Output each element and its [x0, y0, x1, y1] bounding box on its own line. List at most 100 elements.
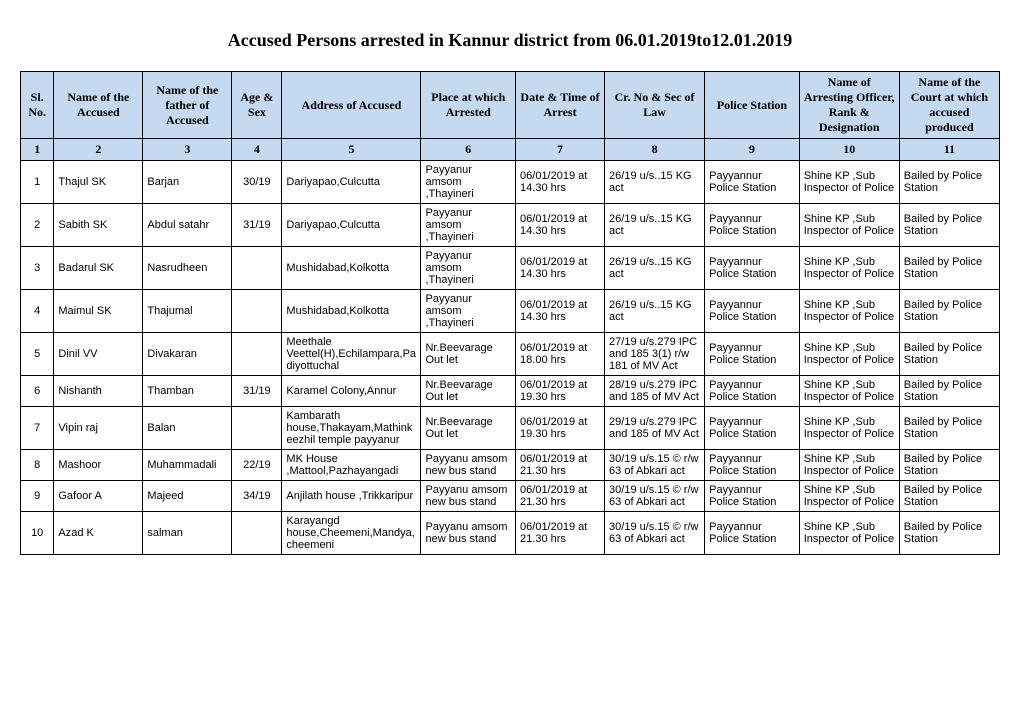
- table-cell: Barjan: [143, 161, 232, 204]
- table-cell: Thajumal: [143, 290, 232, 333]
- col-number: 4: [232, 139, 282, 161]
- table-cell: 06/01/2019 at 19.30 hrs: [516, 407, 605, 450]
- table-cell: Shine KP ,Sub Inspector of Police: [799, 407, 899, 450]
- table-cell: Muhammadali: [143, 450, 232, 481]
- table-cell: 06/01/2019 at 21.30 hrs: [516, 512, 605, 555]
- table-cell: 26/19 u/s..15 KG act: [605, 247, 705, 290]
- col-number: 1: [21, 139, 54, 161]
- table-cell: [232, 333, 282, 376]
- col-header: Sl. No.: [21, 72, 54, 139]
- table-cell: 06/01/2019 at 18.00 hrs: [516, 333, 605, 376]
- col-header: Name of Arresting Officer, Rank & Design…: [799, 72, 899, 139]
- table-header: Sl. No. Name of the Accused Name of the …: [21, 72, 1000, 161]
- table-cell: 26/19 u/s..15 KG act: [605, 204, 705, 247]
- table-cell: Payyanu amsom new bus stand: [421, 512, 516, 555]
- table-row: 9Gafoor AMajeed34/19Anjilath house ,Trik…: [21, 481, 1000, 512]
- table-row: 10Azad KsalmanKarayangd house,Cheemeni,M…: [21, 512, 1000, 555]
- table-cell: MK House ,Mattool,Pazhayangadi: [282, 450, 421, 481]
- table-cell: 06/01/2019 at 19.30 hrs: [516, 376, 605, 407]
- table-cell: Bailed by Police Station: [899, 247, 999, 290]
- col-number: 10: [799, 139, 899, 161]
- table-cell: Shine KP ,Sub Inspector of Police: [799, 161, 899, 204]
- table-cell: Bailed by Police Station: [899, 204, 999, 247]
- col-number: 7: [516, 139, 605, 161]
- col-number: 9: [705, 139, 800, 161]
- table-cell: 30/19 u/s.15 © r/w 63 of Abkari act: [605, 481, 705, 512]
- table-cell: Bailed by Police Station: [899, 333, 999, 376]
- col-header: Name of the Accused: [54, 72, 143, 139]
- table-cell: Nr.Beevarage Out let: [421, 333, 516, 376]
- table-cell: Payyannur Police Station: [705, 376, 800, 407]
- table-cell: [232, 247, 282, 290]
- table-cell: Payyanur amsom ,Thayineri: [421, 204, 516, 247]
- col-header: Address of Accused: [282, 72, 421, 139]
- table-cell: Shine KP ,Sub Inspector of Police: [799, 247, 899, 290]
- table-cell: 22/19: [232, 450, 282, 481]
- table-cell: Bailed by Police Station: [899, 450, 999, 481]
- table-cell: Payyannur Police Station: [705, 247, 800, 290]
- table-cell: Vipin raj: [54, 407, 143, 450]
- table-cell: Shine KP ,Sub Inspector of Police: [799, 376, 899, 407]
- table-cell: 10: [21, 512, 54, 555]
- table-cell: 8: [21, 450, 54, 481]
- col-header: Age & Sex: [232, 72, 282, 139]
- table-cell: Payyanu amsom new bus stand: [421, 481, 516, 512]
- table-cell: Shine KP ,Sub Inspector of Police: [799, 450, 899, 481]
- table-cell: Payyannur Police Station: [705, 204, 800, 247]
- table-row: 3Badarul SKNasrudheen Mushidabad,Kolkotta…: [21, 247, 1000, 290]
- table-cell: 06/01/2019 at 14.30 hrs: [516, 290, 605, 333]
- table-row: 6NishanthThamban31/19Karamel Colony,Annu…: [21, 376, 1000, 407]
- table-cell: Mashoor: [54, 450, 143, 481]
- table-cell: Nr.Beevarage Out let: [421, 376, 516, 407]
- table-cell: 06/01/2019 at 14.30 hrs: [516, 247, 605, 290]
- col-number: 3: [143, 139, 232, 161]
- col-header: Name of the father of Accused: [143, 72, 232, 139]
- table-cell: Bailed by Police Station: [899, 161, 999, 204]
- table-cell: Badarul SK: [54, 247, 143, 290]
- col-number: 5: [282, 139, 421, 161]
- table-cell: salman: [143, 512, 232, 555]
- table-cell: Payyannur Police Station: [705, 450, 800, 481]
- table-cell: 26/19 u/s..15 KG act: [605, 290, 705, 333]
- table-row: 4Maimul SKThajumalMushidabad,KolkottaPay…: [21, 290, 1000, 333]
- table-cell: Azad K: [54, 512, 143, 555]
- col-header: Date & Time of Arrest: [516, 72, 605, 139]
- col-number: 8: [605, 139, 705, 161]
- table-cell: [232, 290, 282, 333]
- table-cell: 4: [21, 290, 54, 333]
- table-cell: Majeed: [143, 481, 232, 512]
- table-cell: Kambarath house,Thakayam,Mathinkeezhil t…: [282, 407, 421, 450]
- table-cell: Thamban: [143, 376, 232, 407]
- table-cell: Shine KP ,Sub Inspector of Police: [799, 512, 899, 555]
- table-cell: Anjilath house ,Trikkaripur: [282, 481, 421, 512]
- table-cell: Payyannur Police Station: [705, 161, 800, 204]
- table-cell: Bailed by Police Station: [899, 512, 999, 555]
- table-cell: Mushidabad,Kolkotta: [282, 290, 421, 333]
- table-cell: Mushidabad,Kolkotta: [282, 247, 421, 290]
- table-cell: Bailed by Police Station: [899, 407, 999, 450]
- table-cell: Balan: [143, 407, 232, 450]
- table-cell: 31/19: [232, 204, 282, 247]
- table-cell: Payyanu amsom new bus stand: [421, 450, 516, 481]
- table-row: 7Vipin rajBalan Kambarath house,Thakayam,…: [21, 407, 1000, 450]
- table-cell: 31/19: [232, 376, 282, 407]
- table-body: 1Thajul SKBarjan30/19Dariyapao,CulcuttaP…: [21, 161, 1000, 555]
- table-cell: 30/19 u/s.15 © r/w 63 of Abkari act: [605, 450, 705, 481]
- table-cell: Payyanur amsom ,Thayineri: [421, 161, 516, 204]
- col-number: 2: [54, 139, 143, 161]
- table-row: 1Thajul SKBarjan30/19Dariyapao,CulcuttaP…: [21, 161, 1000, 204]
- table-cell: Payyanur amsom ,Thayineri: [421, 290, 516, 333]
- table-cell: 30/19 u/s.15 © r/w 63 of Abkari act: [605, 512, 705, 555]
- table-cell: 7: [21, 407, 54, 450]
- table-row: 5Dinil VVDivakaranMeethale Veettel(H),Ec…: [21, 333, 1000, 376]
- table-cell: 3: [21, 247, 54, 290]
- table-cell: Divakaran: [143, 333, 232, 376]
- table-cell: 06/01/2019 at 21.30 hrs: [516, 481, 605, 512]
- table-cell: Dariyapao,Culcutta: [282, 161, 421, 204]
- arrest-table: Sl. No. Name of the Accused Name of the …: [20, 71, 1000, 555]
- table-cell: Nasrudheen: [143, 247, 232, 290]
- table-cell: 26/19 u/s..15 KG act: [605, 161, 705, 204]
- table-row: 8MashoorMuhammadali22/19MK House ,Mattoo…: [21, 450, 1000, 481]
- table-cell: [232, 407, 282, 450]
- table-cell: Shine KP ,Sub Inspector of Police: [799, 481, 899, 512]
